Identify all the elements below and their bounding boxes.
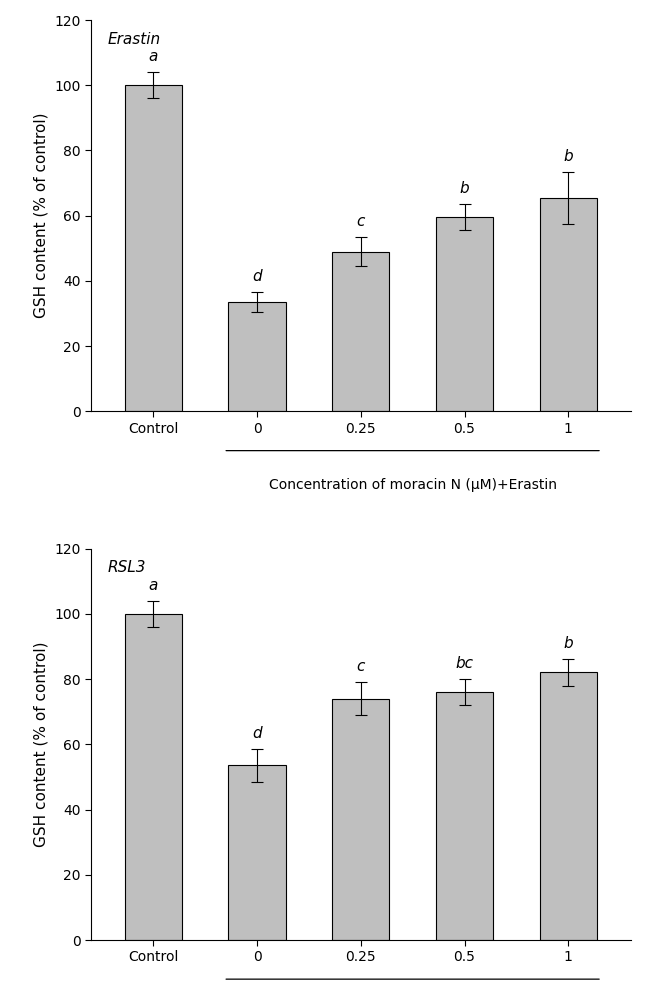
Text: a: a [149, 578, 158, 593]
Text: b: b [564, 149, 573, 164]
Text: b: b [564, 636, 573, 651]
Bar [332, 252, 389, 411]
Text: b: b [460, 181, 469, 196]
Text: a: a [149, 49, 158, 64]
Text: c: c [357, 214, 365, 229]
Text: bc: bc [456, 656, 473, 671]
Bar [125, 85, 182, 411]
Bar [436, 217, 493, 411]
Bar [332, 699, 389, 940]
Y-axis label: GSH content (% of control): GSH content (% of control) [34, 642, 49, 847]
Text: c: c [357, 659, 365, 674]
Text: Concentration of moracin N (μM)+Erastin: Concentration of moracin N (μM)+Erastin [268, 478, 556, 492]
Bar [540, 672, 597, 940]
Text: d: d [252, 726, 262, 741]
Bar [436, 692, 493, 940]
Bar [540, 198, 597, 411]
Bar [228, 302, 285, 411]
Y-axis label: GSH content (% of control): GSH content (% of control) [34, 113, 49, 318]
Bar [228, 765, 285, 940]
Text: d: d [252, 269, 262, 284]
Bar [125, 614, 182, 940]
Text: RSL3: RSL3 [107, 560, 146, 575]
Text: Erastin: Erastin [107, 32, 161, 47]
